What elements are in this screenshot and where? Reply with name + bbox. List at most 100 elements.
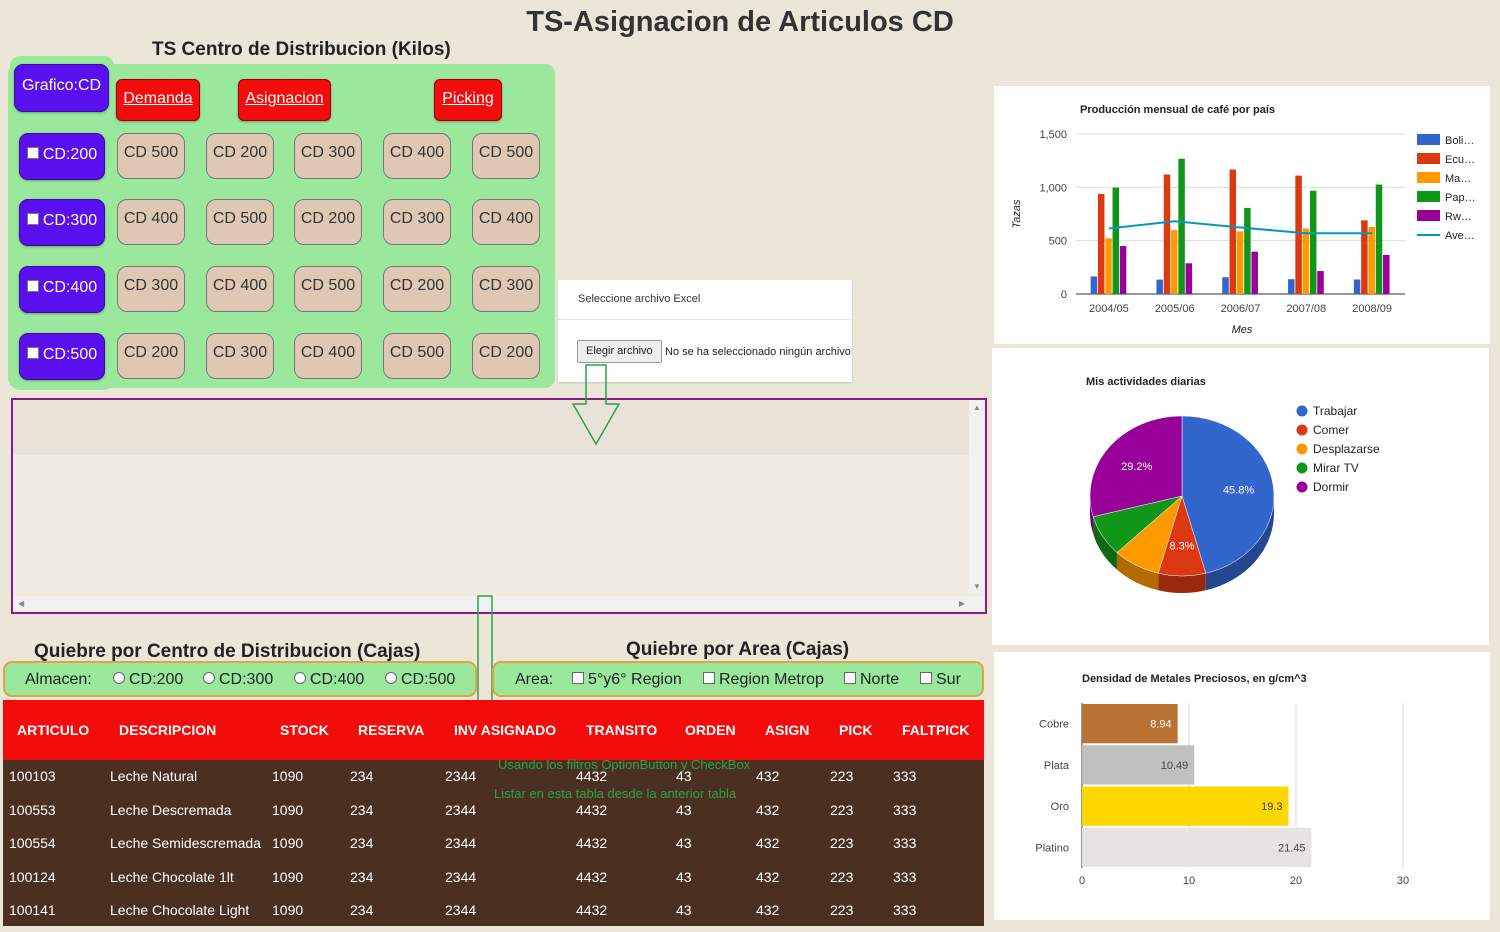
chart-title: Mis actividades diarias [1086, 376, 1206, 388]
demanda-button[interactable]: Demanda [116, 79, 200, 121]
radio-icon[interactable] [385, 671, 397, 684]
cd-option-button[interactable]: CD 500 [117, 133, 185, 179]
column-header[interactable]: INV ASIGNADO [454, 722, 557, 738]
table-cell: 333 [893, 835, 917, 851]
column-header[interactable]: ARTICULO [17, 722, 90, 738]
table-cell: 4432 [576, 868, 608, 885]
chart-title: Producción mensual de café por país [1080, 104, 1275, 116]
table-cell: 432 [756, 801, 780, 818]
column-header[interactable]: FALTPICK [902, 722, 970, 738]
cd-option-button[interactable]: CD 400 [383, 133, 451, 179]
asignacion-button[interactable]: Asignacion [238, 79, 331, 121]
cd-option-button[interactable]: CD 500 [472, 133, 540, 179]
column-header[interactable]: RESERVA [358, 722, 425, 738]
cd-checkbox-button[interactable]: CD:500 [19, 333, 105, 380]
radio-cd300[interactable]: CD:300 [203, 671, 273, 689]
choose-file-button[interactable]: Elegir archivo [577, 340, 662, 363]
checkbox-icon[interactable] [26, 212, 39, 225]
cd-option-button[interactable]: CD 200 [117, 333, 185, 379]
bar [1082, 745, 1195, 785]
legend-label: Boli… [1445, 135, 1474, 147]
cd-option-button[interactable]: CD 300 [472, 266, 540, 312]
cd-checkbox-button[interactable]: CD:300 [19, 199, 105, 246]
cd-option-button[interactable]: CD 300 [294, 133, 362, 179]
cd-option-button[interactable]: CD 400 [117, 199, 185, 245]
table-row[interactable]: 100553 Leche Descremada 1090 234 2344 4432 43 4… [3, 802, 984, 832]
checkbox-icon[interactable] [26, 346, 39, 359]
cd-checkbox-button[interactable]: CD:400 [19, 266, 105, 313]
radio-icon[interactable] [113, 671, 125, 684]
checkbox-icon[interactable] [703, 671, 715, 684]
cd-option-button[interactable]: CD 500 [383, 333, 451, 379]
radio-cd200[interactable]: CD:200 [113, 671, 183, 689]
column-header[interactable]: TRANSITO [586, 722, 658, 738]
checkbox-icon[interactable] [572, 671, 584, 684]
check-region-5-6[interactable]: 5°y6° Region [572, 671, 682, 689]
scroll-right-icon[interactable]: ▶ [958, 599, 965, 608]
bar [1353, 279, 1361, 294]
radio-cd500[interactable]: CD:500 [385, 671, 455, 689]
file-upload-header: Seleccione archivo Excel [558, 280, 852, 320]
radio-icon[interactable] [203, 671, 215, 684]
checkbox-icon[interactable] [26, 279, 39, 292]
grafico-cd-button[interactable]: Grafico:CD [14, 64, 109, 112]
cd-option-button[interactable]: CD 200 [383, 266, 451, 312]
table-row[interactable]: 100124 Leche Chocolate 1lt 1090 234 2344 4432… [3, 869, 984, 899]
bar [1244, 207, 1251, 294]
bar [1251, 251, 1258, 294]
table-cell: 100554 [9, 835, 56, 851]
radio-icon[interactable] [294, 671, 306, 684]
bar [1178, 158, 1185, 294]
data-frame-header-band [13, 400, 970, 455]
column-header[interactable]: DESCRIPCION [119, 722, 217, 738]
column-header[interactable]: ASIGN [765, 722, 810, 738]
check-norte[interactable]: Norte [844, 671, 899, 689]
cd-option-button[interactable]: CD 500 [206, 199, 274, 245]
bar-value-label: 8.94 [1150, 719, 1171, 731]
table-cell: 43 [676, 868, 692, 885]
radio-cd400[interactable]: CD:400 [294, 671, 364, 689]
data-frame[interactable]: ▲ ▼ ◀ ▶ [11, 398, 987, 614]
table-row[interactable]: 100554 Leche Semidescremada 1090 234 2344 443… [3, 835, 984, 865]
cd-option-button[interactable]: CD 500 [294, 266, 362, 312]
column-header[interactable]: STOCK [280, 722, 329, 738]
pie-slice [1089, 415, 1183, 518]
table-row[interactable]: 100103 Leche Natural 1090 234 2344 4432 43 432 2… [3, 768, 984, 798]
cd-option-button[interactable]: CD 200 [206, 133, 274, 179]
x-tick-label: 10 [1183, 875, 1195, 887]
scroll-left-icon[interactable]: ◀ [18, 599, 25, 608]
column-header[interactable]: ORDEN [685, 722, 736, 738]
scroll-up-icon[interactable]: ▲ [973, 403, 981, 412]
checkbox-icon[interactable] [844, 671, 856, 684]
bar [1112, 187, 1120, 294]
vertical-scrollbar[interactable]: ▲ ▼ [969, 400, 985, 594]
check-region-metrop[interactable]: Region Metrop [703, 671, 824, 689]
picking-button[interactable]: Picking [434, 79, 502, 121]
cd-option-button[interactable]: CD 400 [294, 333, 362, 379]
table-row[interactable]: 100141 Leche Chocolate Light 1090 234 2344 44… [3, 902, 984, 932]
cd-option-button[interactable]: CD 300 [383, 199, 451, 245]
bar-value-label: 19.3 [1261, 801, 1282, 813]
legend-label: Desplazarse [1313, 442, 1380, 456]
cd-option-button[interactable]: CD 300 [206, 333, 274, 379]
cd-option-button[interactable]: CD 400 [206, 266, 274, 312]
table-cell: Leche Natural [110, 768, 198, 784]
cd-option-button[interactable]: CD 400 [472, 199, 540, 245]
check-sur[interactable]: Sur [920, 671, 961, 689]
table-cell: 43 [676, 902, 692, 918]
scroll-down-icon[interactable]: ▼ [973, 582, 981, 591]
horizontal-scrollbar[interactable]: ◀ ▶ [13, 596, 985, 612]
bar-value-label: 10.49 [1161, 760, 1189, 772]
cd-option-button[interactable]: CD 200 [472, 333, 540, 379]
cd-section-title: TS Centro de Distribucion (Kilos) [152, 39, 451, 60]
cd-checkbox-button[interactable]: CD:200 [19, 133, 105, 180]
legend-label: Ecu… [1445, 154, 1475, 166]
checkbox-icon[interactable] [920, 671, 932, 684]
column-header[interactable]: PICK [839, 722, 873, 738]
cd-option-button[interactable]: CD 200 [294, 199, 362, 245]
cd-option-button[interactable]: CD 300 [117, 266, 185, 312]
pie-slice-side [1093, 516, 1117, 570]
bar [1317, 271, 1324, 294]
checkbox-icon[interactable] [26, 146, 39, 159]
table-cell: Leche Semidescremada [110, 835, 261, 851]
